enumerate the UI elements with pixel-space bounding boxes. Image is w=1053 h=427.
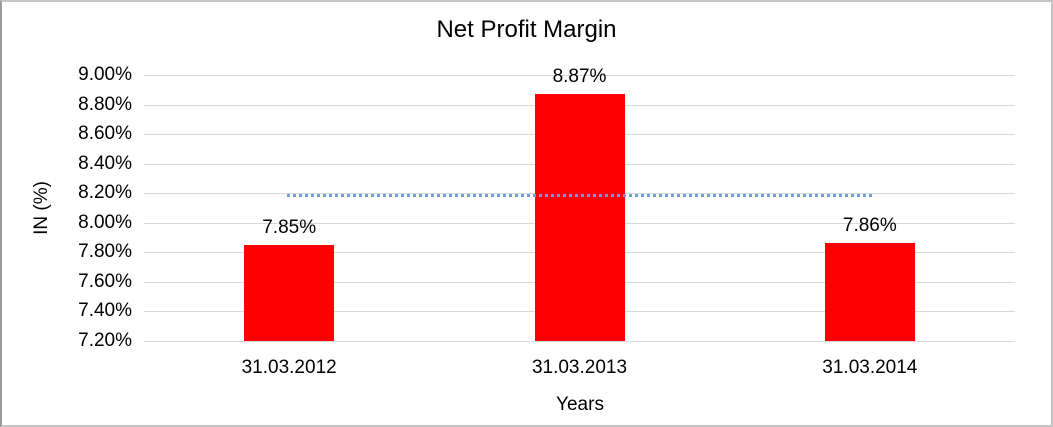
x-tick-label: 31.03.2013 (531, 357, 628, 378)
bar-31.03.2013 (534, 94, 625, 341)
chart-title: Net Profit Margin (436, 16, 617, 43)
bar-data-label: 7.86% (842, 215, 897, 237)
bar-data-label: 7.85% (262, 216, 317, 238)
bar-data-label: 8.87% (552, 66, 607, 88)
x-tick-label: 31.03.2014 (822, 357, 918, 378)
y-tick-label: 7.80% (78, 241, 132, 263)
x-axis-title: Years (556, 394, 604, 415)
bar-31.03.2014 (824, 243, 915, 341)
trendline (287, 193, 872, 197)
bar-31.03.2012 (244, 244, 335, 341)
y-tick-label: 7.60% (78, 270, 132, 292)
y-gridline (144, 75, 1015, 76)
y-tick-label: 8.80% (78, 93, 132, 115)
y-tick-label: 8.00% (78, 211, 132, 233)
y-tick-label: 8.40% (78, 152, 132, 174)
y-tick-label: 7.40% (78, 300, 132, 322)
y-tick-label: 8.60% (78, 123, 132, 145)
x-tick-label: 31.03.2012 (241, 357, 337, 378)
y-gridline (144, 341, 1015, 342)
y-tick-label: 9.00% (78, 64, 132, 85)
y-tick-label: 8.20% (78, 182, 132, 204)
y-tick-label: 7.20% (78, 330, 132, 351)
